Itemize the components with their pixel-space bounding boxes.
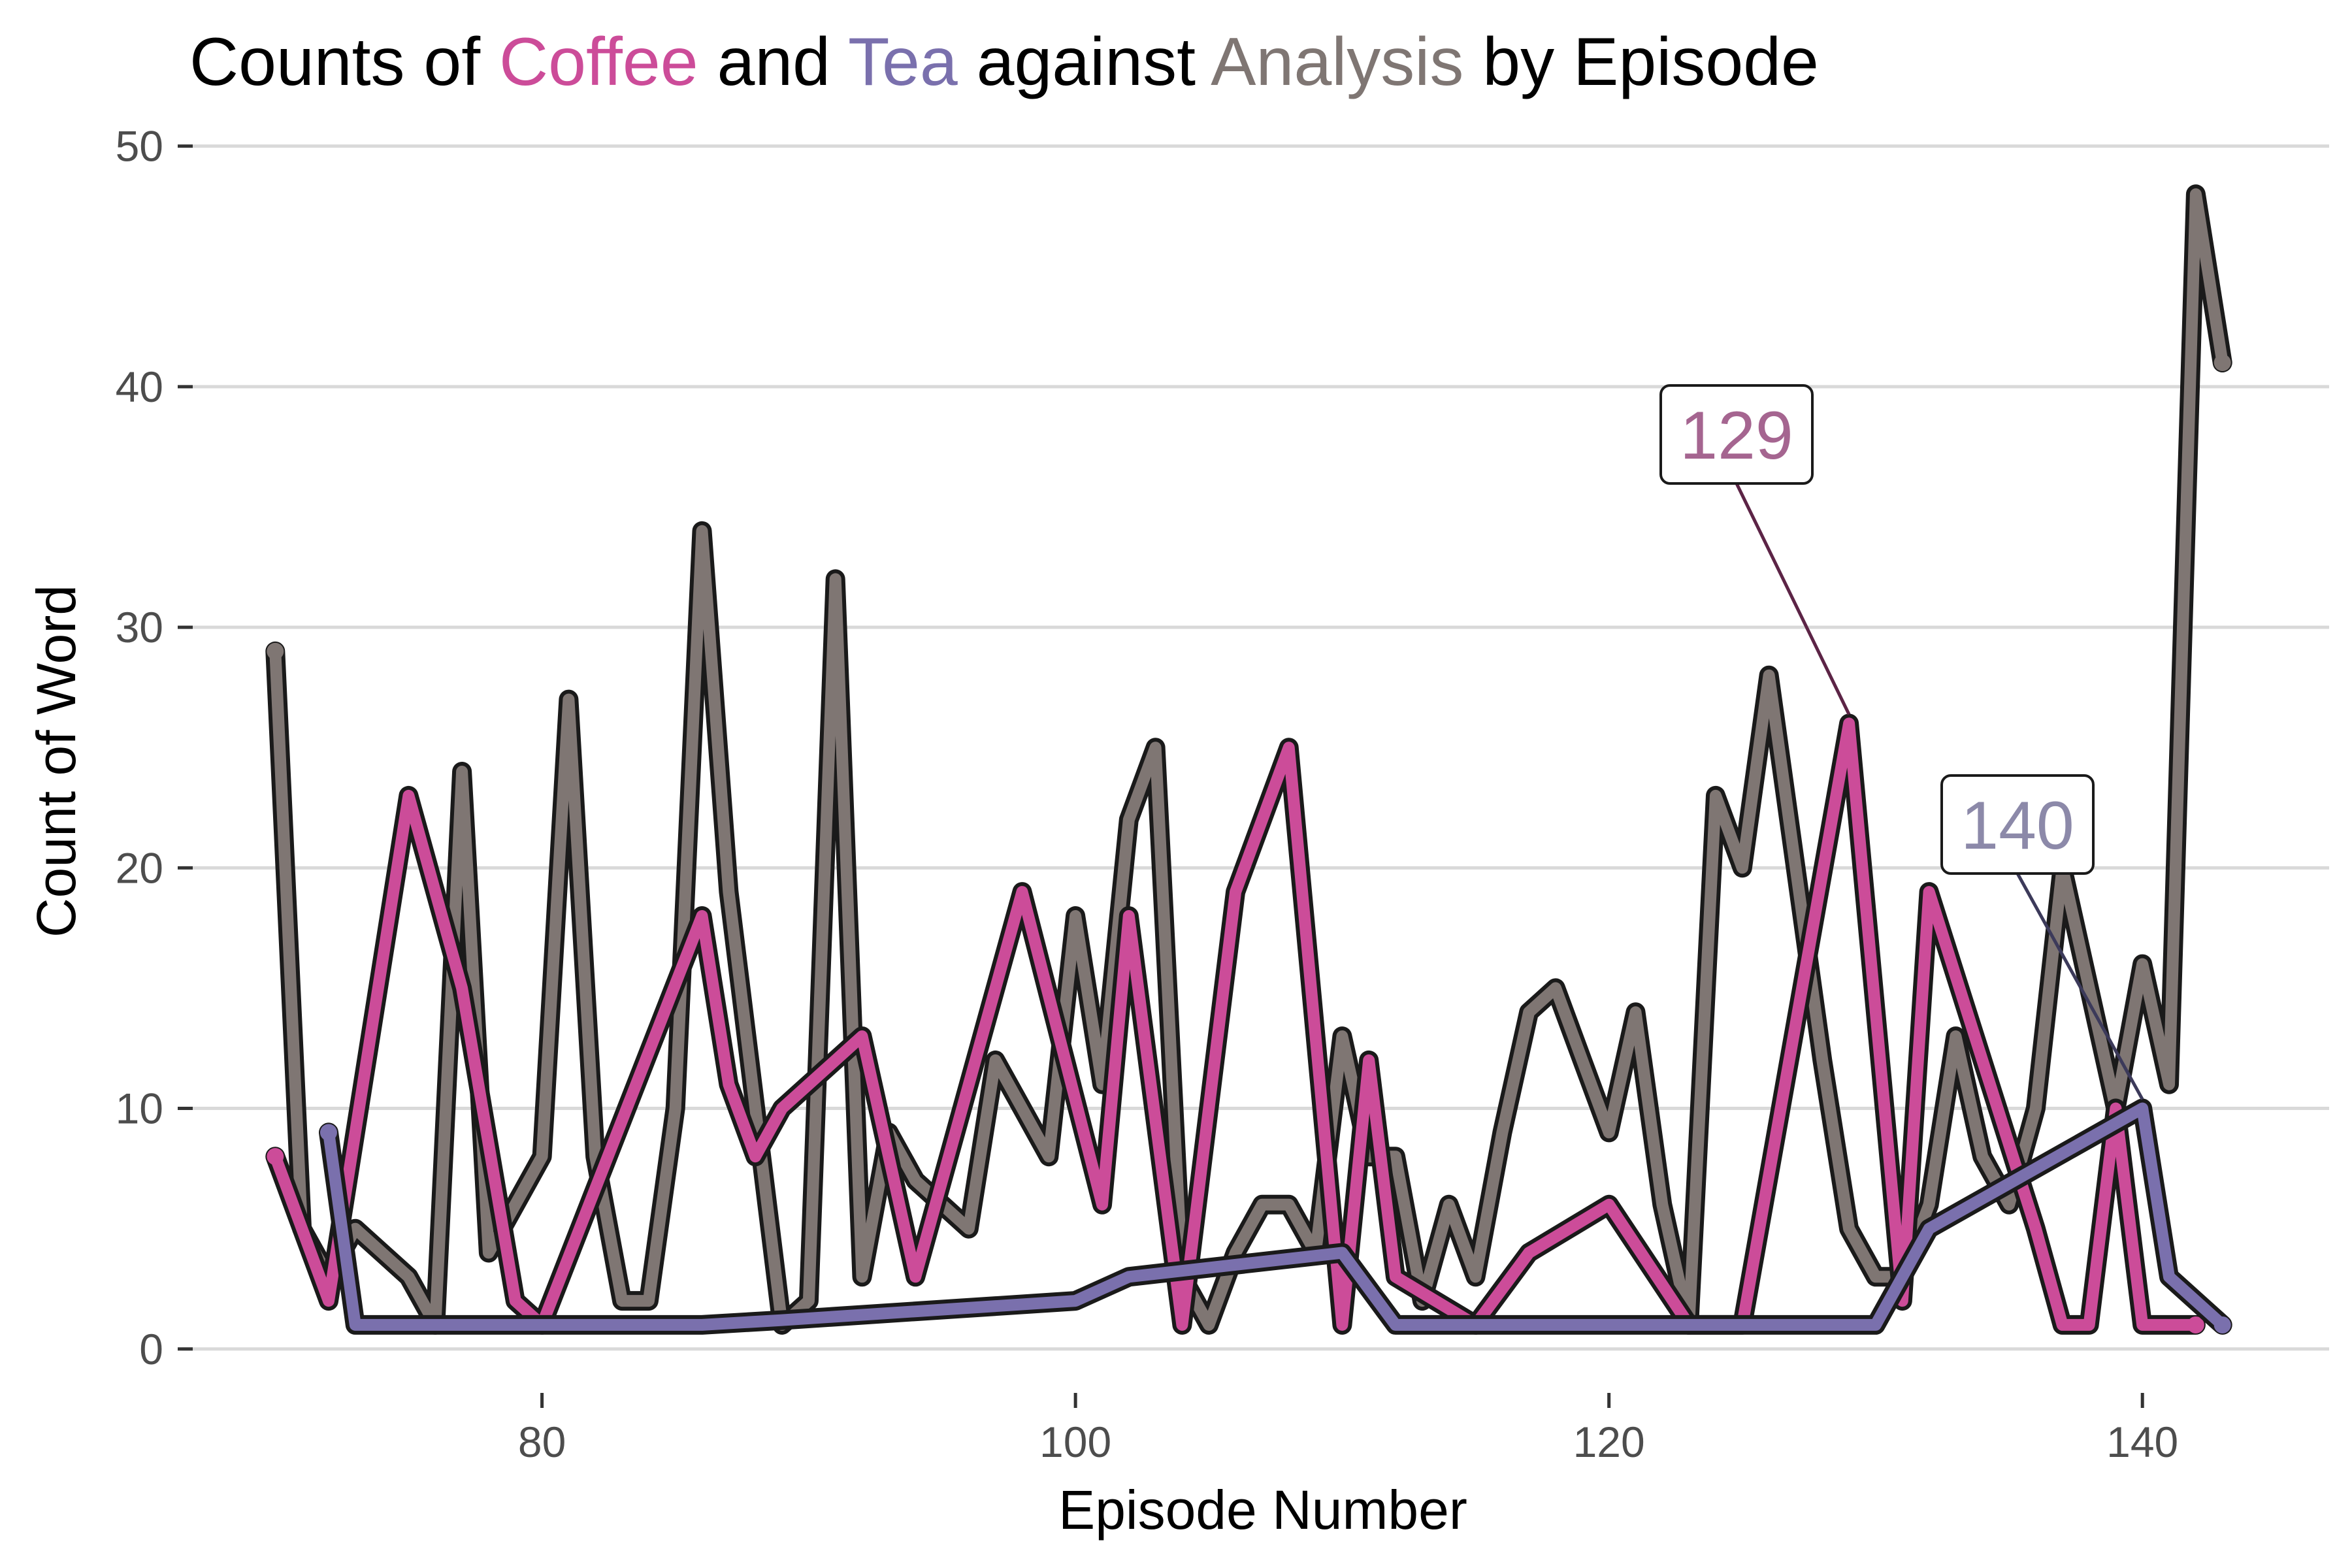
x-tick-label-80: 80 bbox=[518, 1418, 566, 1466]
callout-129-leader bbox=[1735, 482, 1851, 715]
y-tick-label-20: 20 bbox=[116, 843, 163, 892]
y-tick-label-40: 40 bbox=[116, 363, 163, 411]
callout-140-leader bbox=[2016, 872, 2144, 1100]
x-tick-label-100: 100 bbox=[1039, 1418, 1111, 1466]
title-part-0: Counts of bbox=[189, 24, 499, 100]
title-part-3: Tea bbox=[848, 24, 958, 100]
x-axis-ticks: 80 100 120 140 bbox=[518, 1393, 2178, 1466]
callout-140-label: 140 bbox=[1961, 788, 2074, 864]
series-tea-line bbox=[323, 1102, 2229, 1331]
callouts: 129 140 bbox=[1659, 384, 2144, 1100]
callout-129-box bbox=[1659, 384, 1814, 485]
y-tick-label-0: 0 bbox=[139, 1325, 163, 1373]
title-part-4: against bbox=[958, 24, 1211, 100]
series-tea-start-point bbox=[319, 1124, 337, 1141]
y-axis-label: Count of Word bbox=[25, 585, 87, 938]
title-part-5: Analysis bbox=[1211, 24, 1463, 100]
series-layer bbox=[265, 184, 2232, 1335]
y-axis-ticks: 0 10 20 30 40 50 bbox=[116, 122, 193, 1373]
callout-140-box bbox=[1940, 774, 2095, 875]
title-part-2: and bbox=[698, 24, 848, 100]
y-tick-label-50: 50 bbox=[116, 122, 163, 171]
x-tick-label-120: 120 bbox=[1573, 1418, 1645, 1466]
series-coffee-end-point bbox=[2187, 1316, 2204, 1333]
series-coffee-line bbox=[269, 717, 2202, 1331]
series-coffee-start-point bbox=[267, 1148, 284, 1166]
title-part-6: by Episode bbox=[1463, 24, 1818, 100]
series-tea-end-point bbox=[2213, 1316, 2231, 1333]
y-tick-label-30: 30 bbox=[116, 603, 163, 651]
y-tick-label-10: 10 bbox=[116, 1085, 163, 1133]
title-part-1: Coffee bbox=[499, 24, 698, 100]
x-tick-label-140: 140 bbox=[2106, 1418, 2178, 1466]
chart-title: Counts of Coffee and Tea against Analysi… bbox=[189, 24, 1819, 100]
callout-129-label: 129 bbox=[1680, 398, 1793, 474]
x-axis-label: Episode Number bbox=[1058, 1479, 1467, 1541]
series-analysis-start-point bbox=[267, 642, 284, 660]
series-analysis-end-point bbox=[2213, 354, 2231, 372]
